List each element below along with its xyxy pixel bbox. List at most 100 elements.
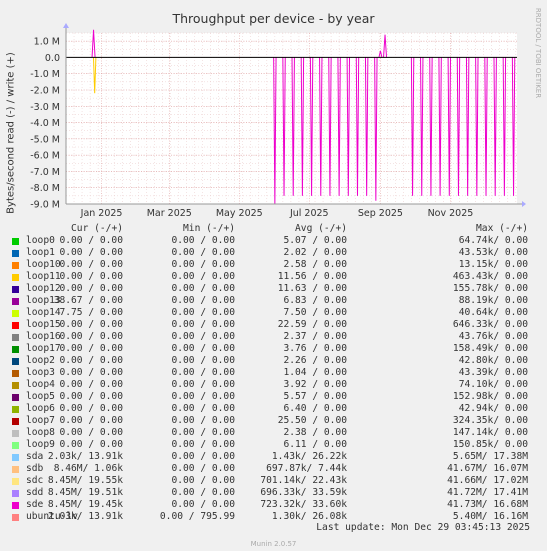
series-sde-read-spike xyxy=(374,57,378,201)
legend-swatch xyxy=(12,249,19,257)
legend-row: loop9 0.00 / 0.00 0.00 / 0.00 6.11 / 0.00 15… xyxy=(12,439,540,451)
x-tick-label: Nov 2025 xyxy=(428,208,474,219)
legend-row: sde 8.45M/ 19.45k 0.00 / 0.00 723.32k/ 33.6… xyxy=(12,499,540,511)
legend-swatch xyxy=(12,285,19,293)
chart-svg: 1.0 M 0.0 -1.0 M -2.0 M -3.0 M -4.0 M -5.0 M -6… xyxy=(30,23,526,219)
legend-cur: 2.03k/ 13.91k xyxy=(47,511,123,522)
legend-header: Cur (-/+) Min (-/+) Avg (-/+) Max (-/+) xyxy=(12,223,540,235)
legend-max: 42.94k/ 0.00 xyxy=(458,403,528,414)
y-tick-label: 0.0 xyxy=(45,53,60,64)
legend-series-name: loop6 xyxy=(26,403,55,414)
x-tick-label: Jan 2025 xyxy=(80,208,123,219)
y-ticks: 1.0 M 0.0 -1.0 M -2.0 M -3.0 M -4.0 M -5.0 M -6… xyxy=(30,37,60,211)
legend-max: 158.49k/ 0.00 xyxy=(452,343,528,354)
legend-min: 0.00 / 0.00 xyxy=(171,415,235,426)
legend-max: 43.39k/ 0.00 xyxy=(458,367,528,378)
legend-min: 0.00 / 0.00 xyxy=(171,247,235,258)
legend-min: 0.00 / 0.00 xyxy=(171,487,235,498)
legend-avg: 6.40 / 0.00 xyxy=(283,403,347,414)
legend-swatch xyxy=(12,321,19,329)
legend-swatch xyxy=(12,453,19,461)
legend-row: loop7 0.00 / 0.00 0.00 / 0.00 25.50 / 0.00 3… xyxy=(12,415,540,427)
legend-row: sdc 8.45M/ 19.55k 0.00 / 0.00 701.14k/ 22.4… xyxy=(12,475,540,487)
legend-series-name: loop14 xyxy=(26,307,61,318)
chart-title: Throughput per device - by year xyxy=(172,11,375,26)
legend-cur: 7.75 / 0.00 xyxy=(59,307,123,318)
legend-swatch xyxy=(12,309,19,317)
legend-swatch xyxy=(12,381,19,389)
legend-cur: 0.00 / 0.00 xyxy=(59,427,123,438)
series-sde-read-spike xyxy=(291,57,295,196)
legend-swatch xyxy=(12,345,19,353)
legend-min: 0.00 / 0.00 xyxy=(171,427,235,438)
y-tick-label: -8.0 M xyxy=(30,183,60,194)
legend-min: 0.00 / 0.00 xyxy=(171,439,235,450)
legend-avg: 3.76 / 0.00 xyxy=(283,343,347,354)
x-ticks: Jan 2025 Mar 2025 May 2025 Jul 2025 Sep 2025… xyxy=(80,208,474,219)
y-tick-label: -7.0 M xyxy=(30,167,60,178)
legend-cur: 8.45M/ 19.45k xyxy=(47,499,123,510)
x-axis-arrow xyxy=(522,201,526,207)
legend-max: 155.78k/ 0.00 xyxy=(452,283,528,294)
legend-header-min: Min (-/+) xyxy=(183,223,235,234)
legend-min: 0.00 / 795.99 xyxy=(159,511,235,522)
legend-cur: 38.67 / 0.00 xyxy=(53,295,123,306)
legend-max: 463.43k/ 0.00 xyxy=(452,271,528,282)
legend-row: loop8 0.00 / 0.00 0.00 / 0.00 2.38 / 0.00 14… xyxy=(12,427,540,439)
legend-series-name: loop13 xyxy=(26,295,61,306)
legend-series-name: loop3 xyxy=(26,367,55,378)
legend-avg: 6.83 / 0.00 xyxy=(283,295,347,306)
legend-avg: 1.43k/ 26.22k xyxy=(271,451,347,462)
legend-max: 64.74k/ 0.00 xyxy=(458,235,528,246)
legend-series-name: loop8 xyxy=(26,427,55,438)
legend-row: loop16 0.00 / 0.00 0.00 / 0.00 2.37 / 0.00 4… xyxy=(12,331,540,343)
legend-min: 0.00 / 0.00 xyxy=(171,307,235,318)
legend-swatch xyxy=(12,237,19,245)
legend-min: 0.00 / 0.00 xyxy=(171,391,235,402)
legend-cur: 0.00 / 0.00 xyxy=(59,379,123,390)
series-sde-write-spike xyxy=(383,34,388,58)
y-tick-label: -9.0 M xyxy=(30,200,60,211)
legend-row: loop12 0.00 / 0.00 0.00 / 0.00 11.63 / 0.00… xyxy=(12,283,540,295)
x-tick-label: Mar 2025 xyxy=(147,208,192,219)
legend-swatch xyxy=(12,261,19,269)
legend-swatch xyxy=(12,357,19,365)
legend-avg: 696.33k/ 33.59k xyxy=(260,487,347,498)
series-sde-read-spike xyxy=(493,57,497,196)
legend-avg: 22.59 / 0.00 xyxy=(277,319,347,330)
series-sde-read-spike xyxy=(309,57,314,196)
y-tick-label: -5.0 M xyxy=(30,134,60,145)
series-sde-read-spike xyxy=(319,57,323,196)
series-sde-read-spike xyxy=(447,57,451,196)
legend-max: 41.67M/ 16.07M xyxy=(447,463,528,474)
legend-series-name: sdd xyxy=(26,487,44,498)
legend-swatch xyxy=(12,393,19,401)
series-sde-write-spike xyxy=(378,50,383,58)
legend-avg: 3.92 / 0.00 xyxy=(283,379,347,390)
legend-cur: 0.00 / 0.00 xyxy=(59,259,123,270)
legend-avg: 5.57 / 0.00 xyxy=(283,391,347,402)
legend-avg: 2.37 / 0.00 xyxy=(283,331,347,342)
legend-max: 74.10k/ 0.00 xyxy=(458,379,528,390)
legend-max: 43.76k/ 0.00 xyxy=(458,331,528,342)
legend-max: 41.72M/ 17.41M xyxy=(447,487,528,498)
legend-series-name: loop12 xyxy=(26,283,61,294)
legend-max: 41.66M/ 17.02M xyxy=(447,475,528,486)
legend-avg: 1.04 / 0.00 xyxy=(283,367,347,378)
last-update: Last update: Mon Dec 29 03:45:13 2025 xyxy=(316,522,530,533)
legend-cur: 0.00 / 0.00 xyxy=(59,391,123,402)
y-tick-label: -4.0 M xyxy=(30,118,60,129)
legend-min: 0.00 / 0.00 xyxy=(171,355,235,366)
legend-series-name: loop7 xyxy=(26,415,55,426)
legend-avg: 5.07 / 0.00 xyxy=(283,235,347,246)
legend-min: 0.00 / 0.00 xyxy=(171,235,235,246)
legend-row: loop10 0.00 / 0.00 0.00 / 0.00 2.58 / 0.00 1… xyxy=(12,259,540,271)
legend-min: 0.00 / 0.00 xyxy=(171,451,235,462)
legend-series-name: ubuntu-lv xyxy=(26,511,78,522)
series-sde-read-spike xyxy=(410,57,415,196)
legend-row: loop4 0.00 / 0.00 0.00 / 0.00 3.92 / 0.00 74… xyxy=(12,379,540,391)
legend-cur: 0.00 / 0.00 xyxy=(59,235,123,246)
legend-swatch xyxy=(12,513,19,521)
series-loop11-read-spike xyxy=(92,57,97,94)
legend-max: 41.73M/ 16.68M xyxy=(447,499,528,510)
